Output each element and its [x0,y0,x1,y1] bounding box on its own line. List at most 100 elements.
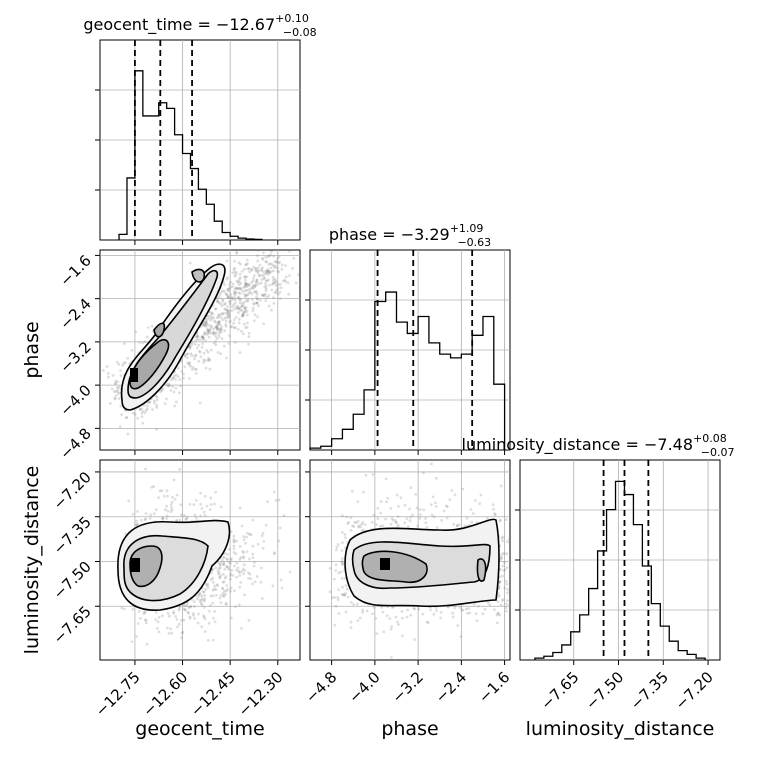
sample-point [280,586,284,590]
sample-point [119,369,122,372]
sample-point [131,411,135,415]
sample-point [165,383,169,386]
sample-point [384,517,387,521]
sample-point [247,571,250,575]
sample-point [257,269,260,272]
sample-point [238,506,242,510]
sample-point [191,341,194,345]
sample-point [175,618,179,621]
sample-point [219,574,222,577]
sample-point [216,321,220,324]
sample-point [163,508,167,512]
sample-point [114,389,118,393]
sample-point [217,313,221,317]
sample-point [336,596,339,599]
sample-point [116,388,120,392]
title-minus: −0.63 [457,236,491,249]
sample-point [234,552,238,556]
sample-point [163,402,167,405]
sample-point [499,603,503,607]
sample-point [459,635,463,638]
sample-point [478,502,482,505]
sample-point [240,305,244,308]
sample-point [361,608,365,612]
sample-point [211,594,215,598]
sample-point [289,243,292,246]
sample-point [260,294,264,297]
sample-point [240,329,243,333]
sample-point [413,607,417,611]
sample-point [217,335,221,339]
sample-point [161,614,164,618]
sample-point [242,322,246,326]
sample-point [263,276,266,279]
sample-point [136,510,139,513]
sample-point [268,283,272,287]
sample-point [275,290,278,294]
sample-point [396,515,400,518]
sample-point [215,583,219,587]
sample-point [246,293,250,297]
sample-point [379,511,383,515]
sample-point [135,519,139,523]
panel-frame [99,249,301,451]
sample-point [341,593,345,596]
sample-point [245,258,249,262]
sample-point [122,607,126,611]
sample-point [237,280,241,284]
sample-point [188,261,192,265]
panel-title-text: phase = −3.29+1.09 −0.63 [329,222,491,249]
sample-point [221,580,225,584]
sample-point [204,322,208,326]
sample-point [351,489,354,493]
sample-point [245,263,248,266]
sample-point [116,386,119,390]
sample-point [510,565,513,568]
sample-point [161,517,165,521]
sample-point [239,262,242,266]
sample-point [203,617,207,621]
sample-point [170,631,174,635]
sample-point [270,250,273,254]
sample-point [246,262,249,265]
sample-point [202,615,206,619]
sample-point [274,264,277,268]
sample-point [496,612,500,616]
sample-point [261,597,264,600]
sample-point [185,604,189,607]
sample-point [430,462,433,466]
sample-point [202,358,206,362]
sample-point [144,467,148,471]
sample-point [217,572,220,576]
sample-point [501,574,505,578]
sample-point [173,404,177,408]
sample-point [273,266,277,269]
sample-point [114,394,118,397]
sample-point [258,263,262,267]
sample-point [270,270,273,273]
joint-panel-geocent_time-luminosity_distance: −12.75−12.60−12.45−12.30 −7.20−7.35−7.50−… [50,459,301,720]
sample-point [135,635,139,638]
sample-point [503,568,507,572]
sample-point [117,397,121,401]
sample-point [222,594,225,598]
x-tick-label: −12.75 [92,668,144,720]
sample-point [453,606,457,610]
sample-point [252,274,256,277]
sample-point [200,335,204,339]
sample-point [218,566,222,570]
sample-point [180,631,184,635]
sample-point [126,432,130,436]
sample-point [266,269,270,273]
sample-point [498,580,502,584]
sample-point [282,514,286,517]
sample-point [501,539,504,543]
sample-point [455,524,459,527]
sample-point [196,334,200,338]
sample-point [199,514,203,518]
sample-point [242,556,246,560]
sample-point [236,306,240,310]
sample-point [154,618,157,621]
sample-point [509,553,510,556]
sample-point [195,597,199,601]
